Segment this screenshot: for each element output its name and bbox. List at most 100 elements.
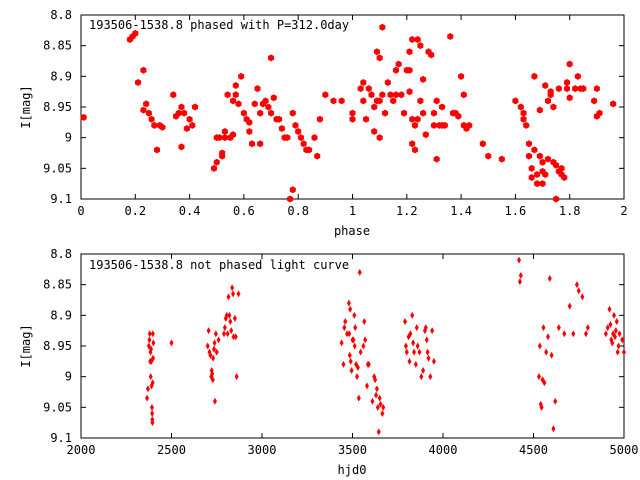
unphased-data-point xyxy=(216,336,221,344)
phased-data-point xyxy=(542,170,549,178)
phased-x-tick-label: 2 xyxy=(620,204,627,218)
phased-y-tick-label: 8.8 xyxy=(50,8,72,22)
phased-data-point xyxy=(433,97,440,105)
unphased-data-point xyxy=(212,345,217,353)
phased-data-point xyxy=(211,164,218,172)
unphased-data-point xyxy=(421,367,426,375)
phased-data-point xyxy=(409,140,416,148)
phased-data-point xyxy=(246,128,253,136)
unphased-data-point xyxy=(549,351,554,359)
phased-data-point xyxy=(433,155,440,163)
unphased-data-point xyxy=(145,394,150,402)
phased-data-point xyxy=(143,100,150,108)
phased-data-point xyxy=(591,97,598,105)
unphased-data-point xyxy=(149,403,154,411)
phased-light-curve-panel: 193506-1538.8 phased with P=312.0day pha… xyxy=(19,8,628,238)
phased-data-point xyxy=(371,103,378,111)
phased-data-point xyxy=(151,121,158,129)
unphased-data-point xyxy=(231,333,236,341)
unphased-data-point xyxy=(347,330,352,338)
phased-data-point xyxy=(558,164,565,172)
unphased-data-point xyxy=(148,373,153,381)
phased-data-point xyxy=(485,152,492,160)
phased-data-point xyxy=(517,103,524,111)
phased-data-point xyxy=(610,100,617,108)
unphased-data-point xyxy=(585,324,590,332)
phased-data-point xyxy=(420,109,427,117)
phased-data-point xyxy=(249,140,256,148)
unphased-data-point xyxy=(211,354,216,362)
unphased-data-points xyxy=(145,256,626,436)
unphased-data-point xyxy=(517,278,522,286)
unphased-data-point xyxy=(580,293,585,301)
phased-data-point xyxy=(447,32,454,40)
phased-data-point xyxy=(292,121,299,129)
phased-data-point xyxy=(257,140,264,148)
unphased-data-point xyxy=(150,330,155,338)
unphased-data-point xyxy=(151,354,156,362)
phased-data-point xyxy=(384,78,391,86)
unphased-data-point xyxy=(145,385,150,393)
unphased-data-point xyxy=(414,324,419,332)
unphased-data-point xyxy=(517,256,522,264)
unphased-data-point xyxy=(362,317,367,325)
unphased-data-point xyxy=(556,324,561,332)
unphased-data-point xyxy=(228,317,233,325)
unphased-y-tick-label: 8.9 xyxy=(50,308,72,322)
phased-data-point xyxy=(360,97,367,105)
unphased-data-point xyxy=(147,330,152,338)
unphased-data-point xyxy=(229,327,234,335)
unphased-data-point xyxy=(404,348,409,356)
phased-data-point xyxy=(230,131,237,139)
unphased-data-point xyxy=(408,330,413,338)
unphased-x-tick-label: 2500 xyxy=(157,443,186,457)
unphased-data-point xyxy=(213,330,218,338)
unphased-data-point xyxy=(567,302,572,310)
phased-data-point xyxy=(411,121,418,129)
unphased-data-point xyxy=(361,342,366,350)
phased-data-point xyxy=(289,186,296,194)
phased-data-point xyxy=(563,78,571,86)
unphased-data-point xyxy=(352,311,357,319)
phased-axis-ticks: 0 0.2 0.4 0.6 0.8 1 1.2 1.4 1.6 1.8 2 8.8 8.85 8.9 8.9… xyxy=(43,8,628,218)
phased-data-point xyxy=(224,91,231,99)
phased-data-point xyxy=(238,72,245,80)
phased-data-point xyxy=(371,128,378,136)
unphased-data-point xyxy=(423,324,428,332)
unphased-data-point xyxy=(574,281,579,289)
unphased-data-point xyxy=(547,275,552,283)
unphased-data-point xyxy=(410,311,415,319)
unphased-data-point xyxy=(231,290,236,298)
phased-data-point xyxy=(555,85,562,93)
phased-data-point xyxy=(216,134,223,142)
phased-data-point xyxy=(406,66,413,74)
phased-y-tick-label: 9.1 xyxy=(50,192,72,206)
unphased-data-point xyxy=(553,397,558,405)
phased-data-point xyxy=(132,29,139,37)
unphased-data-point xyxy=(376,428,381,436)
phased-data-point xyxy=(186,115,193,123)
unphased-data-point xyxy=(425,348,430,356)
unphased-data-point xyxy=(232,314,237,322)
phased-data-point xyxy=(379,91,386,99)
phased-data-point xyxy=(460,91,467,99)
phased-data-point xyxy=(417,97,424,105)
unphased-data-point xyxy=(342,324,347,332)
unphased-data-point xyxy=(351,336,356,344)
phased-data-point xyxy=(479,140,486,148)
unphased-data-point xyxy=(234,373,239,381)
phased-data-point xyxy=(314,152,321,160)
phased-data-point xyxy=(596,109,603,117)
unphased-data-point xyxy=(419,373,424,381)
phased-data-point xyxy=(287,195,294,203)
phased-data-point xyxy=(539,180,546,188)
unphased-data-point xyxy=(150,419,155,427)
phased-data-point xyxy=(563,85,571,93)
phased-data-point xyxy=(262,97,269,105)
unphased-plot-frame xyxy=(80,253,625,439)
phased-data-point xyxy=(572,85,579,93)
phased-y-tick-label: 9.05 xyxy=(43,161,72,175)
unphased-data-point xyxy=(607,305,612,313)
phased-data-point xyxy=(580,85,587,93)
unphased-data-point xyxy=(364,382,369,390)
